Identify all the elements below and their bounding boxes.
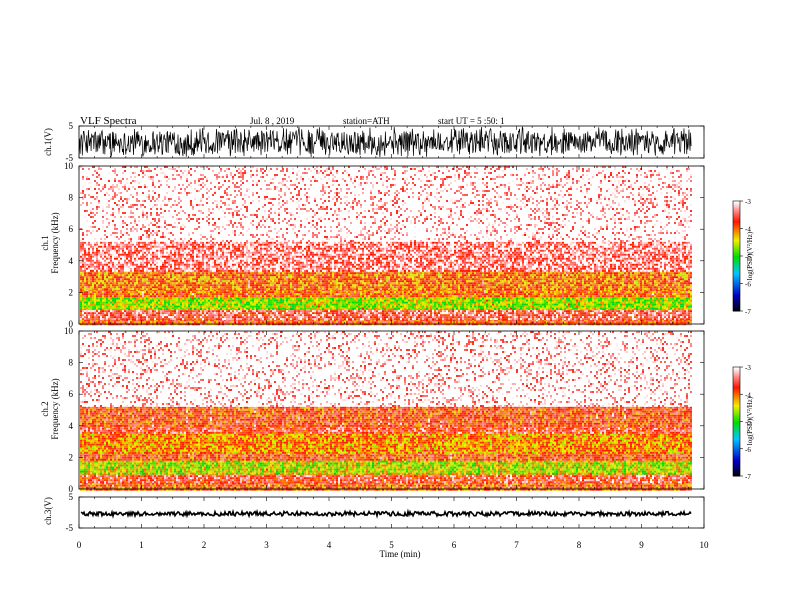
ch2-spectrogram-band-2 (80, 460, 692, 475)
ch1-waveform-panel: 5 -5 (66, 121, 705, 163)
ch2-spectrogram-ytick-2: 4 (69, 421, 74, 431)
ch2-spectrogram-ytick-3: 6 (69, 389, 74, 399)
ch1-spectrogram-ytick-5: 10 (64, 161, 74, 171)
ch2-spectrogram-band-1 (80, 473, 692, 484)
ch1-ylabel: ch.1(V) (43, 128, 53, 156)
ch1-waveform-ytick-0: 5 (69, 121, 74, 131)
ch2-spectrogram-band-7 (80, 331, 692, 407)
ch2-spectrogram-band-4 (80, 433, 692, 454)
ch1-spectrogram-ytick-1: 2 (69, 287, 74, 297)
undefined-colorbar-tick-1: -4 (745, 391, 751, 399)
x-tick-9: 9 (639, 540, 644, 550)
undefined-colorbar-tick-4: -7 (745, 473, 751, 481)
ch2-spectrogram-ytick-4: 8 (69, 358, 74, 368)
ch3-waveform-ytick-1: -5 (66, 523, 74, 533)
figure-station: station=ATH (343, 116, 390, 126)
ch2-colorbar-label: log(PSD)(V²/Hz) (746, 396, 754, 445)
ch2-colorbar: -3 -4 -5 -6 -7 (732, 364, 751, 481)
x-tick-5: 5 (389, 540, 394, 550)
ch1-spectrogram-band-1 (80, 308, 692, 321)
ch2-spectrogram-band-0 (80, 482, 692, 491)
ch1-spectrogram-band-5 (80, 241, 692, 272)
undefined-colorbar-tick-0: -3 (745, 198, 751, 206)
figure-title: VLF Spectra (80, 115, 137, 127)
x-axis: 0 1 2 3 4 5 6 7 8 9 10 (77, 540, 709, 550)
ch1-spectrogram-ytick-3: 6 (69, 224, 74, 234)
x-tick-1: 1 (139, 540, 144, 550)
ch1-waveform-ytick-1: -5 (66, 153, 74, 163)
ch2-spectrogram-band-5 (80, 425, 692, 434)
ch1-spectrogram-ytick-4: 8 (69, 193, 74, 203)
undefined-colorbar-tick-2: -5 (745, 253, 751, 261)
ch1-spectrogram-band-2 (80, 295, 692, 310)
x-tick-7: 7 (514, 540, 519, 550)
x-tick-6: 6 (452, 540, 457, 550)
ch1-spectrogram-ylabel: Frequency (kHz) (50, 212, 60, 273)
ch1-spectrogram-channel-label: ch.1 (40, 235, 50, 250)
ch2-spectrogram-band-3 (80, 452, 692, 461)
ch2-spectrogram-ytick-0: 0 (69, 484, 74, 494)
figure-start-time: start UT = 5 :50: 1 (438, 116, 505, 126)
x-tick-4: 4 (327, 540, 332, 550)
undefined-colorbar-tick-2: -5 (745, 419, 751, 427)
ch1-spectrogram-panel: 0 2 4 6 8 10 (64, 161, 705, 329)
ch2-spectrogram-ytick-5: 10 (64, 326, 74, 336)
ch1-colorbar: -3 -4 -5 -6 -7 (732, 198, 751, 316)
x-tick-8: 8 (577, 540, 582, 550)
undefined-colorbar-tick-4: -7 (745, 308, 751, 316)
ch3-waveform-trace (80, 508, 692, 519)
ch3-waveform-panel: 5 -5 (66, 492, 705, 533)
ch2-spectrogram-channel-label: ch.2 (40, 401, 50, 416)
ch1-spectrogram-ytick-0: 0 (69, 319, 74, 329)
ch1-spectrogram-band-3 (80, 289, 692, 298)
ch1-spectrogram-band-4 (80, 270, 692, 291)
figure-date: Jul. 8 , 2019 (250, 116, 295, 126)
undefined-colorbar-tick-3: -6 (745, 446, 751, 454)
ch3-waveform-ytick-0: 5 (69, 492, 74, 502)
x-tick-2: 2 (202, 540, 207, 550)
ch1-waveform-trace (78, 125, 692, 158)
ch1-spectrogram-ytick-2: 4 (69, 256, 74, 266)
x-tick-10: 10 (700, 540, 710, 550)
x-tick-3: 3 (264, 540, 269, 550)
ch2-spectrogram-band-6 (80, 406, 692, 427)
ch1-colorbar-label: log(PSD)(V²/Hz) (746, 231, 754, 280)
undefined-colorbar-tick-0: -3 (745, 364, 751, 372)
ch2-spectrogram-panel: 0 2 4 6 8 10 (64, 326, 705, 494)
ch3-ylabel: ch.3(V) (43, 497, 53, 525)
ch1-spectrogram-band-6 (80, 166, 692, 242)
x-tick-0: 0 (77, 540, 82, 550)
x-axis-label: Time (min) (380, 549, 421, 559)
ch2-spectrogram-ytick-1: 2 (69, 452, 74, 462)
undefined-colorbar-tick-1: -4 (745, 226, 751, 234)
undefined-colorbar-tick-3: -6 (745, 281, 751, 289)
ch2-spectrogram-ylabel: Frequency (kHz) (50, 378, 60, 439)
